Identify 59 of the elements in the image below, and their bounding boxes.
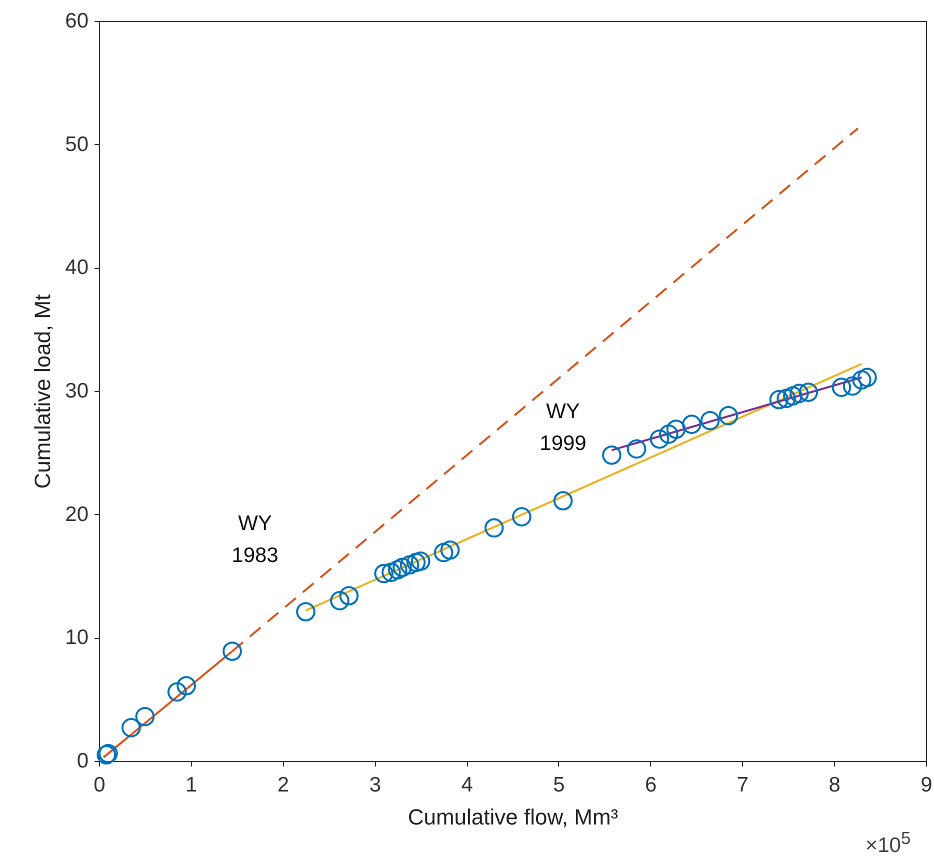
point — [842, 376, 862, 396]
y-tick-label: 20 — [65, 502, 88, 526]
x-tick-label: 7 — [736, 774, 749, 796]
annotation: WY 1999 — [540, 399, 586, 457]
point — [666, 420, 686, 439]
point — [626, 439, 646, 459]
point — [682, 414, 702, 434]
point — [374, 564, 394, 584]
point — [440, 540, 460, 560]
point — [832, 378, 852, 397]
point — [222, 642, 242, 661]
annotation: WY 1983 — [232, 511, 278, 569]
point — [798, 382, 818, 402]
point — [406, 552, 426, 572]
y-tick-label: 0 — [76, 750, 88, 772]
x-tick-label: 1 — [186, 774, 198, 796]
point — [650, 429, 670, 449]
point — [769, 390, 789, 410]
x-tick-label: 9 — [920, 774, 932, 796]
y-axis-title: Cumulative load, Mt — [30, 294, 56, 489]
point — [410, 552, 430, 571]
x-tick-label: 2 — [277, 774, 290, 796]
y-tick-label: 60 — [65, 10, 88, 32]
point — [553, 491, 573, 510]
point — [718, 406, 738, 426]
point — [858, 368, 877, 388]
point — [167, 682, 187, 702]
text: ×10$^{5}$ — [865, 827, 911, 859]
point — [330, 591, 350, 610]
point — [392, 558, 412, 578]
x-axis-title: Cumulative flow, Mm³ — [408, 804, 618, 830]
point — [296, 602, 316, 622]
point — [790, 384, 809, 404]
y-tick-label: 10 — [65, 626, 88, 650]
y-tick-label: 30 — [65, 380, 88, 402]
point — [135, 706, 155, 726]
x-tick-label: 5 — [553, 774, 565, 796]
x-tick-label: 8 — [828, 774, 840, 796]
point — [484, 518, 504, 538]
point — [434, 542, 454, 562]
x-tick-label: 4 — [461, 774, 474, 796]
point — [700, 410, 720, 430]
point — [783, 386, 802, 406]
x-tick-label: 6 — [644, 774, 657, 796]
point — [382, 562, 401, 582]
point — [176, 676, 196, 696]
y-tick-label: 50 — [65, 132, 88, 156]
point — [512, 507, 532, 526]
point — [602, 445, 622, 465]
x-tick-label: 3 — [369, 774, 382, 796]
point — [339, 586, 359, 606]
y-tick-label: 40 — [65, 256, 88, 280]
point — [852, 370, 872, 390]
point — [400, 555, 420, 575]
point — [659, 424, 678, 444]
x-tick-label: 0 — [94, 774, 106, 796]
point — [122, 718, 141, 738]
point — [388, 560, 408, 580]
point — [776, 388, 796, 408]
